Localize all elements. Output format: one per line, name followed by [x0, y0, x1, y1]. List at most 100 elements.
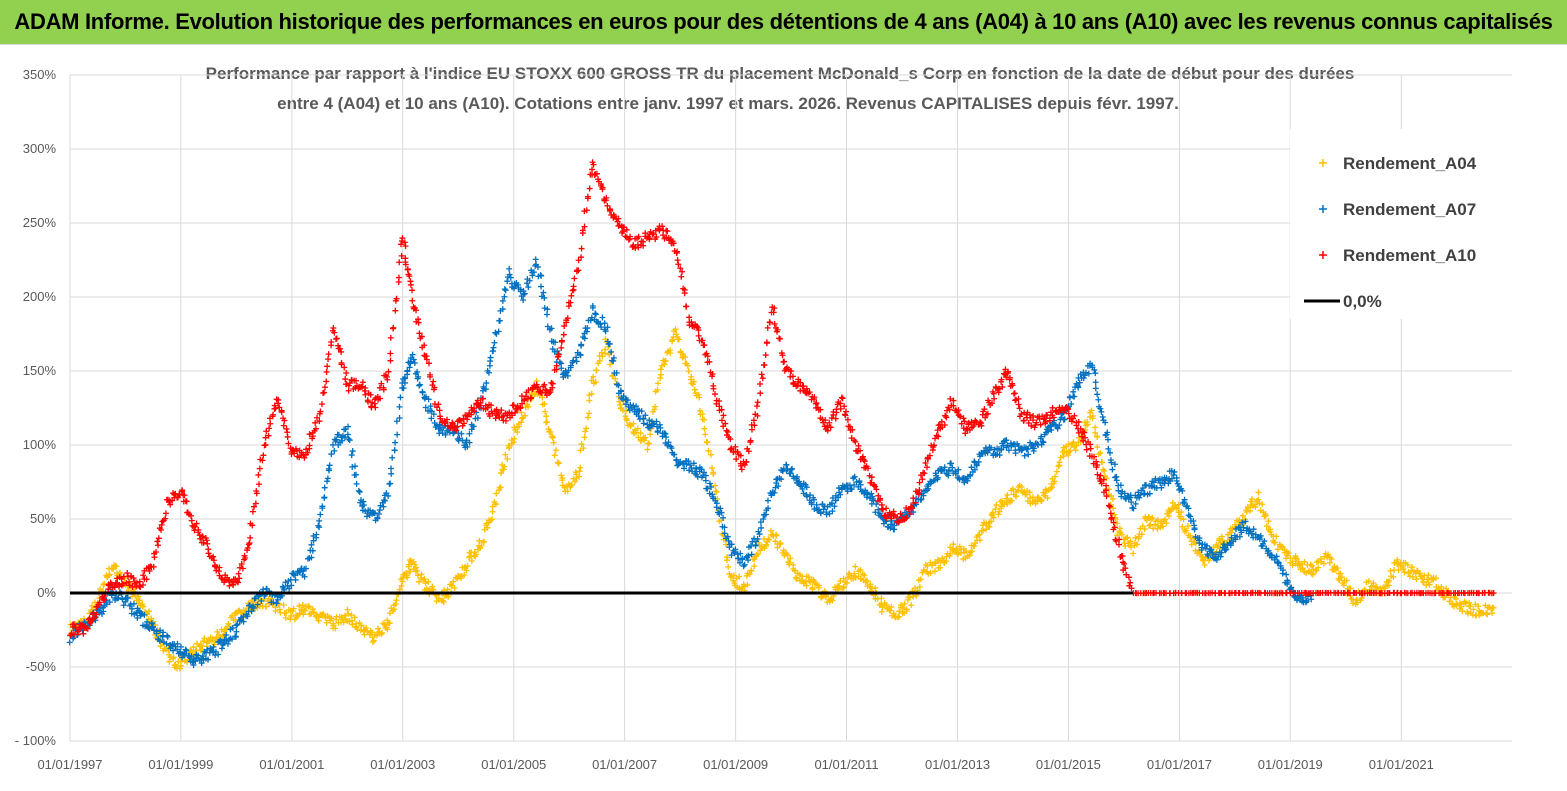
- data-point: [380, 384, 387, 391]
- data-point: [1334, 564, 1341, 571]
- data-point: [659, 223, 666, 230]
- data-point: [466, 439, 473, 446]
- data-point: [1018, 483, 1025, 490]
- data-point: [548, 325, 555, 332]
- data-point: [993, 501, 1000, 508]
- data-point: [375, 510, 382, 517]
- data-point: [276, 404, 283, 411]
- data-point: [601, 320, 608, 327]
- data-point: [1020, 417, 1027, 424]
- data-point: [136, 597, 143, 604]
- data-point: [1094, 444, 1101, 451]
- data-point: [361, 631, 368, 638]
- data-point: [1188, 541, 1195, 548]
- data-point: [620, 393, 627, 400]
- data-point: [485, 369, 492, 376]
- data-point: [1242, 518, 1249, 525]
- data-point: [1119, 552, 1126, 559]
- data-point: [385, 368, 392, 375]
- data-point: [1004, 370, 1011, 377]
- data-point: [255, 481, 262, 488]
- data-point: [1008, 497, 1015, 504]
- data-point: [430, 378, 437, 385]
- data-point: [430, 386, 437, 393]
- data-point: [945, 472, 952, 479]
- data-point: [387, 350, 394, 357]
- data-point: [906, 594, 913, 601]
- data-point: [1073, 422, 1080, 429]
- data-point: [273, 600, 280, 607]
- data-point: [476, 537, 483, 544]
- data-point: [560, 331, 567, 338]
- data-point: [300, 611, 307, 618]
- data-point: [1163, 520, 1170, 527]
- y-tick-label: -50%: [26, 659, 57, 674]
- data-point: [1416, 570, 1423, 577]
- data-point: [681, 465, 688, 472]
- data-point: [932, 435, 939, 442]
- data-point: [441, 420, 448, 427]
- data-point: [197, 641, 204, 648]
- data-point: [1201, 562, 1208, 569]
- data-point: [839, 395, 846, 402]
- data-point: [343, 370, 350, 377]
- data-point: [325, 351, 332, 358]
- data-point: [604, 324, 611, 331]
- data-point: [1127, 494, 1134, 501]
- data-point: [409, 297, 416, 304]
- data-point: [306, 442, 313, 449]
- data-point: [861, 458, 868, 465]
- data-point: [967, 472, 974, 479]
- data-point: [144, 618, 151, 625]
- data-point: [1110, 519, 1117, 526]
- data-point: [436, 407, 443, 414]
- data-point: [896, 518, 903, 525]
- series-Rendement_A07: [66, 256, 1317, 669]
- data-point: [1187, 532, 1194, 539]
- data-point: [263, 428, 270, 435]
- data-point: [181, 651, 188, 658]
- data-point: [670, 240, 677, 247]
- data-point: [1107, 510, 1114, 517]
- data-point: [463, 567, 470, 574]
- data-point: [1382, 583, 1389, 590]
- data-point: [598, 324, 605, 331]
- data-point: [395, 274, 402, 281]
- data-point: [386, 620, 393, 627]
- data-point: [718, 417, 725, 424]
- data-point: [232, 633, 239, 640]
- data-point: [451, 584, 458, 591]
- data-point: [1373, 584, 1380, 591]
- data-point: [1432, 575, 1439, 582]
- data-point: [537, 389, 544, 396]
- data-point: [565, 367, 572, 374]
- data-point: [916, 583, 923, 590]
- data-point: [771, 305, 778, 312]
- data-point: [664, 228, 671, 235]
- data-point: [263, 603, 270, 610]
- data-point: [387, 480, 394, 487]
- data-point: [544, 418, 551, 425]
- data-point: [1100, 476, 1107, 483]
- x-tick-label: 01/01/1997: [37, 757, 102, 772]
- data-point: [510, 439, 517, 446]
- data-point: [162, 510, 169, 517]
- data-point: [1168, 467, 1175, 474]
- data-point: [534, 263, 541, 270]
- data-point: [394, 431, 401, 438]
- data-point: [1453, 595, 1460, 602]
- data-point: [1055, 463, 1062, 470]
- data-point: [415, 319, 422, 326]
- data-point: [229, 636, 236, 643]
- data-point: [701, 416, 708, 423]
- data-point: [1098, 458, 1105, 465]
- data-point: [1315, 564, 1322, 571]
- data-point: [235, 579, 242, 586]
- data-point: [1181, 496, 1188, 503]
- data-point: [1088, 407, 1095, 414]
- data-point: [258, 597, 265, 604]
- data-point: [662, 357, 669, 364]
- data-point: [489, 508, 496, 515]
- data-point: [613, 369, 620, 376]
- data-point: [1349, 600, 1356, 607]
